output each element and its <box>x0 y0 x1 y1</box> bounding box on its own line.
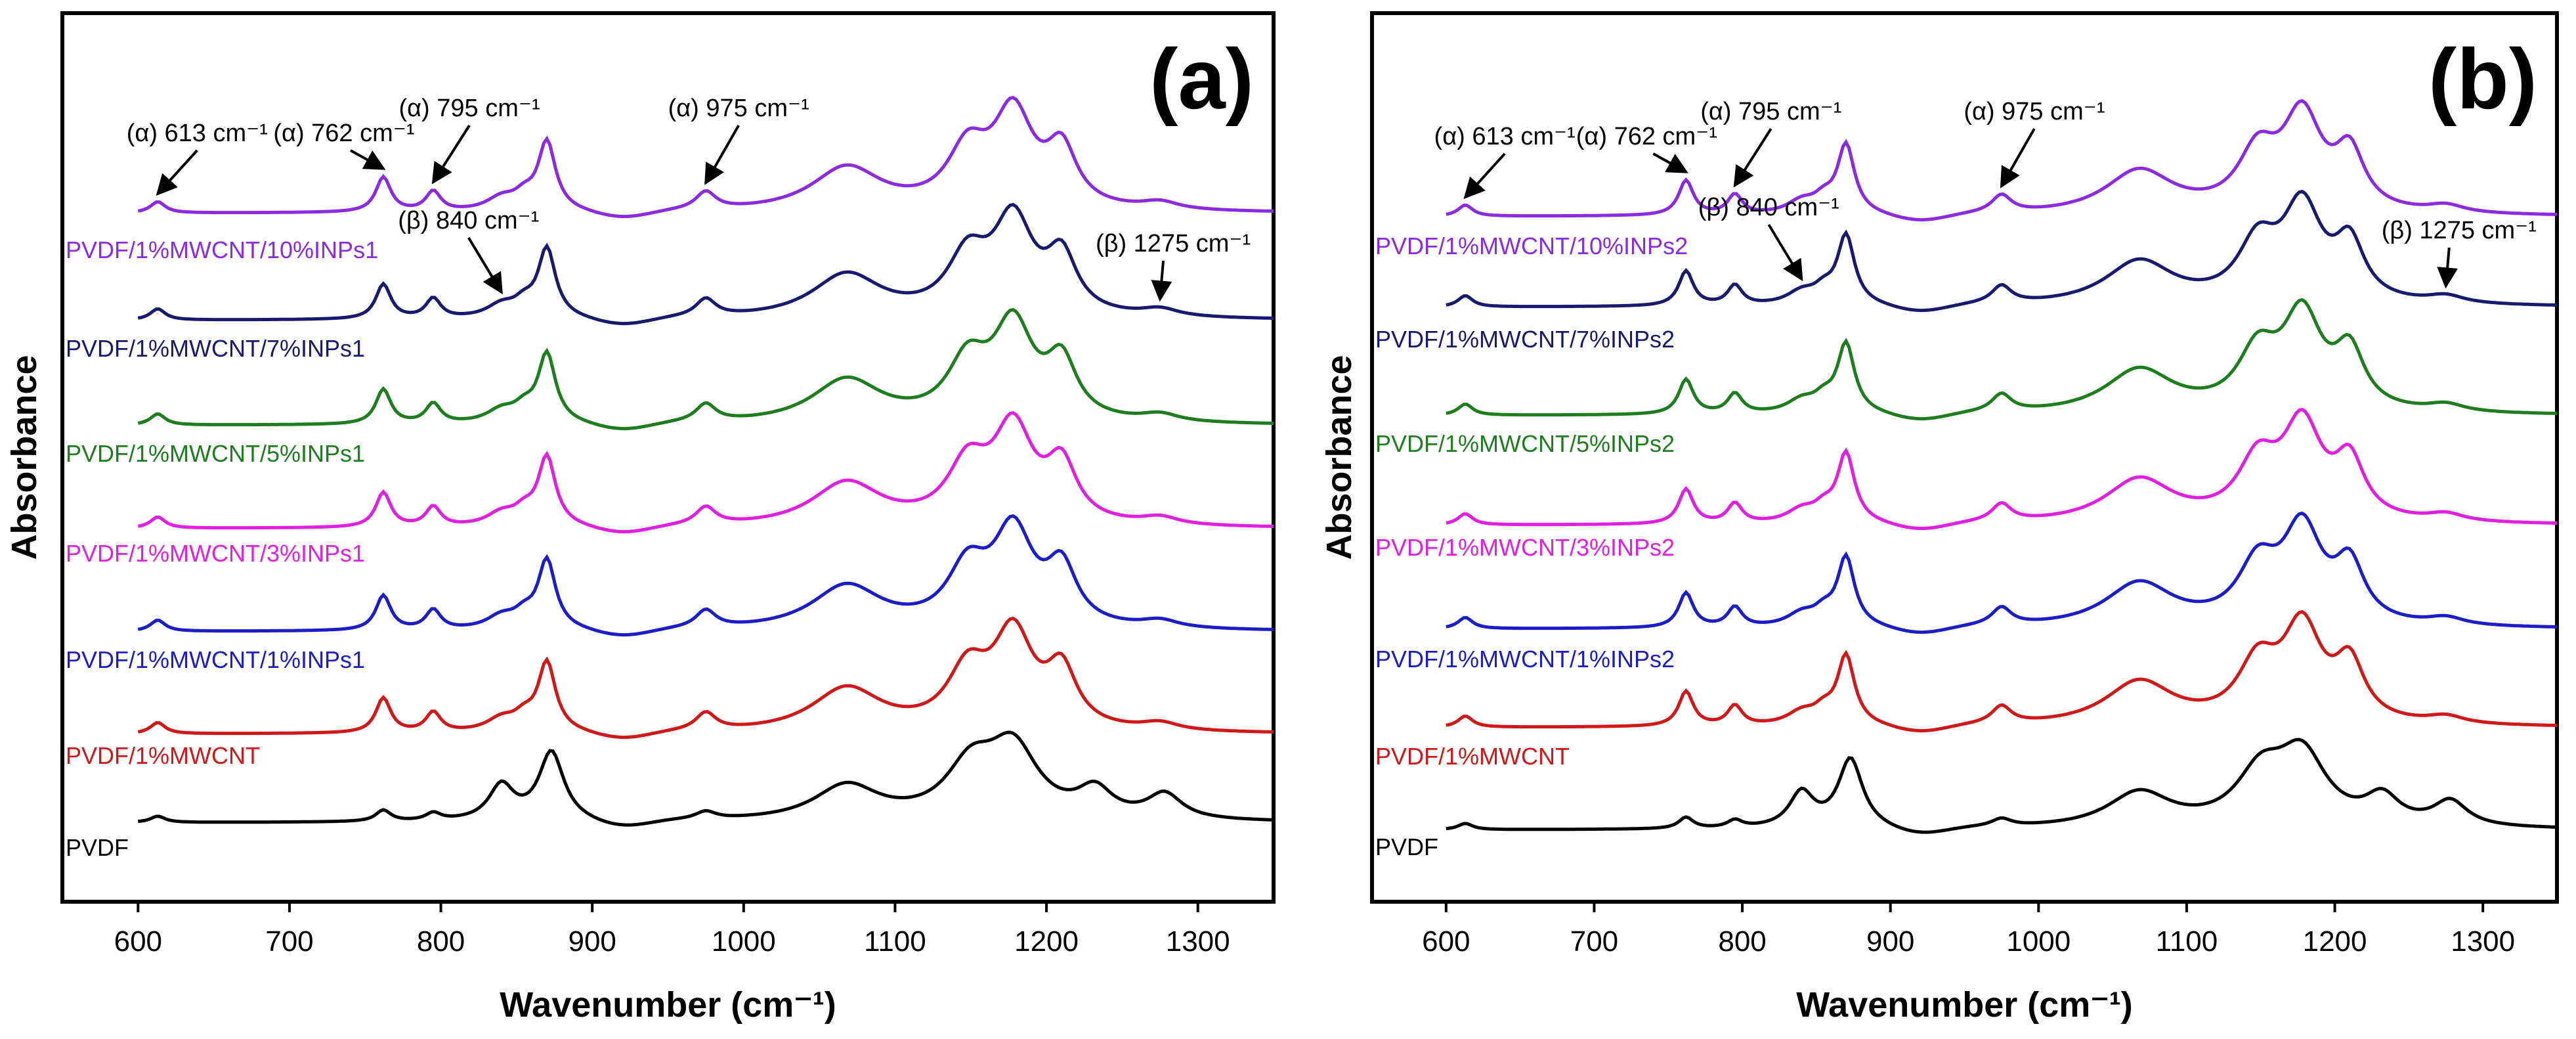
series-label: PVDF/1%MWCNT/3%INPs2 <box>1375 534 1675 561</box>
series-line <box>137 514 1274 637</box>
annotation-label: (β) 1275 cm⁻¹ <box>1096 230 1251 257</box>
annotation-arrow <box>704 125 740 185</box>
series-label: PVDF/1%MWCNT <box>1375 743 1570 770</box>
series-line <box>1446 609 2558 733</box>
series-line <box>1446 99 2558 222</box>
series-line <box>1446 738 2558 834</box>
series-line <box>1446 298 2558 421</box>
annotation-label: (α) 613 cm⁻¹ <box>1434 123 1576 150</box>
chart-panel-b: 600 700 800 900 1000 1100 1200 1300 Wavenumber (… <box>1320 11 2559 1025</box>
series-label: PVDF/1%MWCNT/5%INPs1 <box>66 440 365 467</box>
x-tick-label: 600 <box>1422 925 1470 958</box>
series-line <box>137 202 1274 326</box>
annotation-arrow <box>1151 260 1172 302</box>
x-tick-label: 1100 <box>864 925 926 958</box>
series-line <box>137 95 1274 219</box>
annotation-arrow <box>156 149 198 196</box>
x-tick-label: 700 <box>265 925 313 958</box>
x-tick-label: 1200 <box>1014 925 1079 958</box>
annotation-label: (α) 762 cm⁻¹ <box>273 120 414 147</box>
annotation-label: (α) 795 cm⁻¹ <box>398 95 540 122</box>
annotation-arrow <box>1767 223 1803 282</box>
series-label: PVDF/1%MWCNT/1%INPs1 <box>66 646 365 673</box>
x-tick-label: 800 <box>417 925 465 958</box>
x-axis-title: Wavenumber (cm⁻¹) <box>1796 985 2133 1025</box>
y-axis-title: Absorbance <box>1320 355 1359 560</box>
panel-label: (b) <box>2428 31 2537 127</box>
series-label: PVDF <box>66 834 129 861</box>
series-line <box>1446 189 2558 313</box>
series-line <box>1446 407 2558 531</box>
series-label: PVDF/1%MWCNT/7%INPs1 <box>66 335 365 362</box>
y-axis-title: Absorbance <box>5 355 44 560</box>
annotation-label: (β) 1275 cm⁻¹ <box>2382 217 2537 244</box>
series-line <box>1446 511 2558 634</box>
panel-label: (a) <box>1149 31 1254 127</box>
annotation-label: (α) 975 cm⁻¹ <box>1964 98 2105 125</box>
plot-frame <box>1370 11 2559 904</box>
series-line <box>137 410 1274 534</box>
series-label: PVDF <box>1375 833 1438 860</box>
annotation-label: (α) 762 cm⁻¹ <box>1576 123 1717 150</box>
annotation-arrow <box>431 124 471 185</box>
series-label: PVDF/1%MWCNT/10%INPs2 <box>1375 232 1688 259</box>
series-label: PVDF/1%MWCNT/1%INPs2 <box>1375 646 1675 673</box>
x-tick-label: 700 <box>1570 925 1618 958</box>
series-label: PVDF/1%MWCNT/5%INPs2 <box>1375 430 1675 457</box>
annotation-arrow <box>467 236 503 295</box>
series-label: PVDF/1%MWCNT/7%INPs2 <box>1375 326 1675 353</box>
annotation-label: (β) 840 cm⁻¹ <box>398 207 539 234</box>
annotation-label: (α) 613 cm⁻¹ <box>127 120 268 147</box>
x-tick-label: 1200 <box>2303 925 2367 958</box>
x-tick-label: 1300 <box>2451 925 2515 958</box>
annotation-arrow <box>349 149 386 170</box>
series-label: PVDF/1%MWCNT/3%INPs1 <box>66 540 365 567</box>
chart-panel-a: 600 700 800 900 1000 1100 1200 1300 Wavenumber (… <box>5 11 1276 1025</box>
annotation-arrow <box>1733 127 1772 188</box>
x-tick-label: 1100 <box>2156 925 2218 958</box>
annotation-arrow <box>1463 152 1506 200</box>
annotation-arrow <box>1652 152 1688 173</box>
x-tick-label: 900 <box>1866 925 1914 958</box>
x-tick-label: 800 <box>1718 925 1766 958</box>
plot-frame <box>60 11 1276 904</box>
series-line <box>138 730 1274 827</box>
series-line <box>137 616 1274 740</box>
series-label: PVDF/1%MWCNT <box>66 742 260 769</box>
annotation-label: (α) 795 cm⁻¹ <box>1700 98 1841 125</box>
x-tick-label: 600 <box>114 925 162 958</box>
x-tick-label: 900 <box>568 925 616 958</box>
series-label: PVDF/1%MWCNT/10%INPs1 <box>66 236 378 263</box>
x-axis-title: Wavenumber (cm⁻¹) <box>500 985 836 1025</box>
annotation-arrow <box>2437 247 2458 289</box>
annotation-label: (α) 975 cm⁻¹ <box>668 95 809 122</box>
series-line <box>137 307 1274 431</box>
x-tick-label: 1300 <box>1166 925 1230 958</box>
x-tick-label: 1000 <box>2006 925 2071 958</box>
annotation-label: (β) 840 cm⁻¹ <box>1698 194 1839 221</box>
annotation-arrow <box>2000 128 2036 188</box>
x-tick-label: 1000 <box>712 925 776 958</box>
